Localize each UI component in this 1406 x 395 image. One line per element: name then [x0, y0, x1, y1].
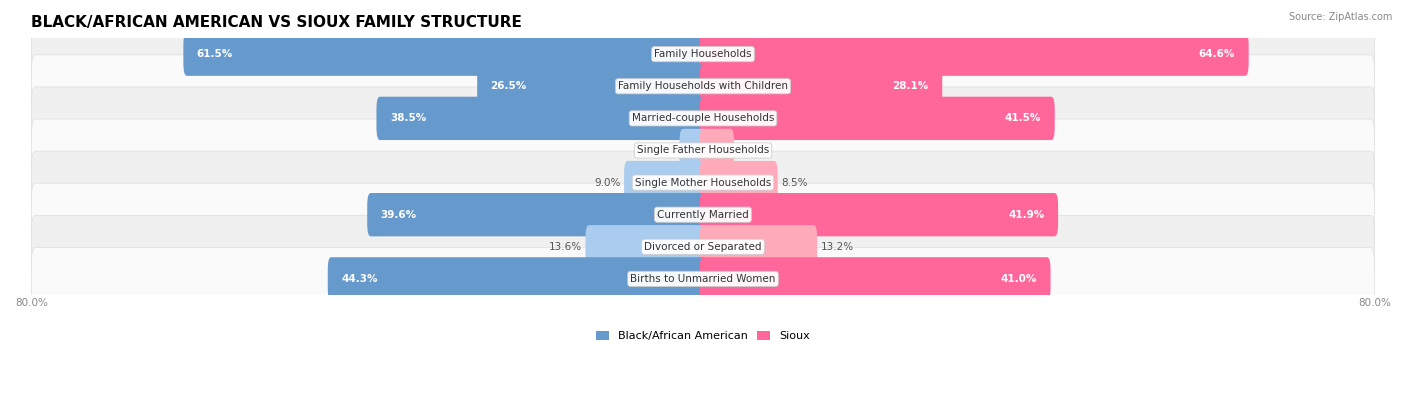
Text: 9.0%: 9.0%: [595, 178, 620, 188]
Text: 38.5%: 38.5%: [389, 113, 426, 123]
FancyBboxPatch shape: [31, 151, 1375, 214]
Text: 39.6%: 39.6%: [381, 210, 416, 220]
FancyBboxPatch shape: [624, 161, 706, 204]
FancyBboxPatch shape: [700, 97, 1054, 140]
Text: Single Mother Households: Single Mother Households: [636, 178, 770, 188]
FancyBboxPatch shape: [31, 183, 1375, 246]
FancyBboxPatch shape: [477, 65, 706, 108]
FancyBboxPatch shape: [700, 129, 734, 172]
Text: 3.3%: 3.3%: [737, 145, 763, 156]
Text: 2.4%: 2.4%: [650, 145, 676, 156]
Text: 41.0%: 41.0%: [1001, 274, 1038, 284]
Text: 13.2%: 13.2%: [821, 242, 853, 252]
FancyBboxPatch shape: [700, 193, 1059, 236]
Text: Source: ZipAtlas.com: Source: ZipAtlas.com: [1288, 12, 1392, 22]
FancyBboxPatch shape: [700, 32, 1249, 76]
Text: 41.9%: 41.9%: [1008, 210, 1045, 220]
FancyBboxPatch shape: [700, 65, 942, 108]
FancyBboxPatch shape: [367, 193, 706, 236]
FancyBboxPatch shape: [585, 225, 706, 269]
FancyBboxPatch shape: [377, 97, 706, 140]
Text: Currently Married: Currently Married: [657, 210, 749, 220]
FancyBboxPatch shape: [183, 32, 706, 76]
Text: Single Father Households: Single Father Households: [637, 145, 769, 156]
Text: Births to Unmarried Women: Births to Unmarried Women: [630, 274, 776, 284]
Text: 64.6%: 64.6%: [1199, 49, 1236, 59]
FancyBboxPatch shape: [31, 23, 1375, 86]
Text: 8.5%: 8.5%: [782, 178, 807, 188]
FancyBboxPatch shape: [700, 257, 1050, 301]
Text: Married-couple Households: Married-couple Households: [631, 113, 775, 123]
Text: 28.1%: 28.1%: [893, 81, 929, 91]
FancyBboxPatch shape: [679, 129, 706, 172]
FancyBboxPatch shape: [31, 247, 1375, 310]
Text: Family Households: Family Households: [654, 49, 752, 59]
FancyBboxPatch shape: [31, 87, 1375, 150]
FancyBboxPatch shape: [700, 161, 778, 204]
Legend: Black/African American, Sioux: Black/African American, Sioux: [592, 327, 814, 346]
Text: 13.6%: 13.6%: [548, 242, 582, 252]
FancyBboxPatch shape: [31, 215, 1375, 278]
FancyBboxPatch shape: [31, 55, 1375, 118]
Text: BLACK/AFRICAN AMERICAN VS SIOUX FAMILY STRUCTURE: BLACK/AFRICAN AMERICAN VS SIOUX FAMILY S…: [31, 15, 522, 30]
FancyBboxPatch shape: [700, 225, 817, 269]
Text: Family Households with Children: Family Households with Children: [619, 81, 787, 91]
Text: 26.5%: 26.5%: [491, 81, 527, 91]
Text: 61.5%: 61.5%: [197, 49, 233, 59]
Text: 41.5%: 41.5%: [1005, 113, 1042, 123]
Text: Divorced or Separated: Divorced or Separated: [644, 242, 762, 252]
FancyBboxPatch shape: [328, 257, 706, 301]
FancyBboxPatch shape: [31, 119, 1375, 182]
Text: 44.3%: 44.3%: [342, 274, 378, 284]
